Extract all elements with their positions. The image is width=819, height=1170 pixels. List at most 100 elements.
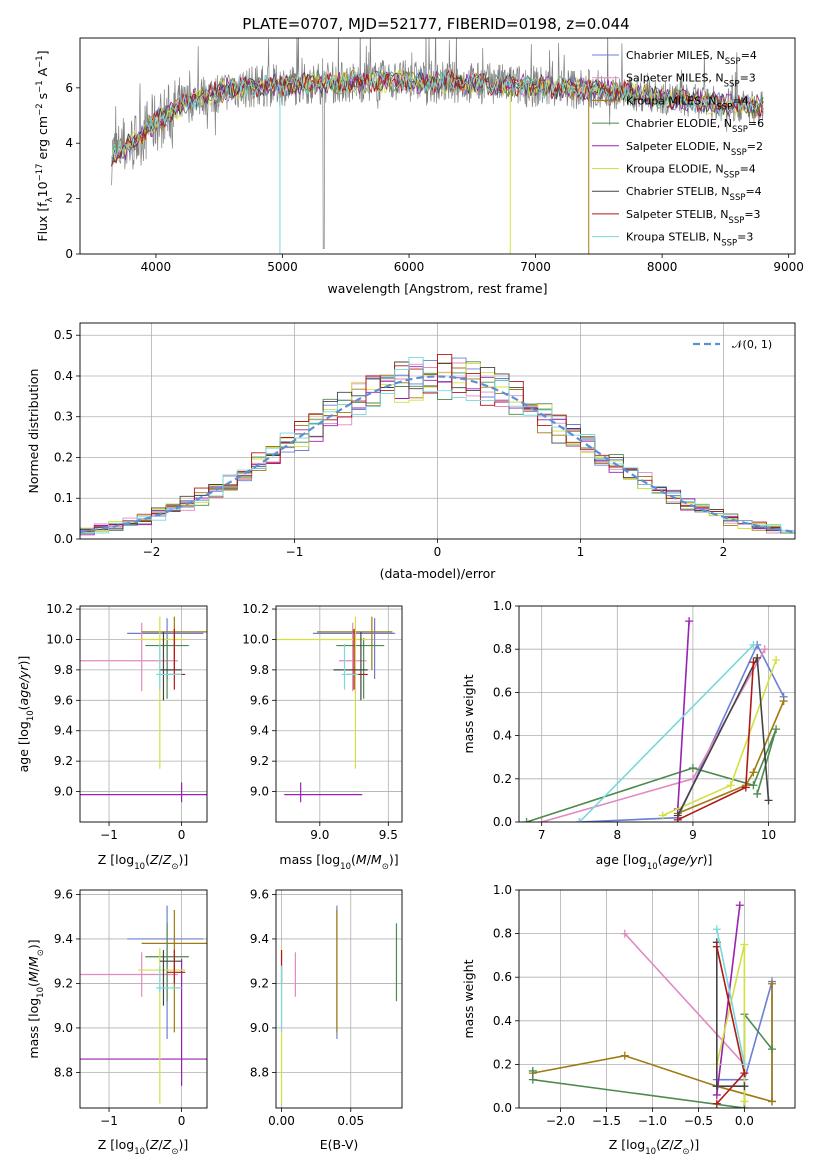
- x-tick-label: −1.0: [638, 1114, 667, 1128]
- x-axis-label: wavelength [Angstrom, rest frame]: [327, 281, 547, 296]
- figure-title: PLATE=0707, MJD=52177, FIBERID=0198, z=0…: [242, 15, 629, 33]
- series-salpeter-stelib: [673, 658, 758, 822]
- series-line: [716, 929, 746, 1065]
- y-tick-label: 0.4: [54, 369, 73, 383]
- data-point: [726, 781, 735, 790]
- y-tick-label: 1.0: [493, 883, 512, 897]
- data-point: [740, 1097, 749, 1106]
- y-tick-label: 9.6: [250, 887, 269, 901]
- x-axis-label: age [log10(age/yr)]: [596, 852, 713, 872]
- axes-frame: [79, 322, 796, 540]
- y-tick-label: 0.4: [493, 1014, 512, 1028]
- y-tick-label: 9.0: [54, 785, 73, 799]
- data-point: [772, 656, 781, 664]
- y-tick-label: 0: [65, 247, 73, 261]
- data-point: [528, 1066, 537, 1075]
- legend-label: Salpeter STELIB, NSSP=3: [626, 208, 761, 226]
- y-axis-label: Normed distribution: [26, 369, 41, 494]
- data-point: [740, 1060, 749, 1069]
- y-tick-label: 9.8: [250, 663, 269, 677]
- series-kroupa-miles: [673, 697, 788, 818]
- data-point: [768, 979, 776, 988]
- series-salpeter-stelib: [712, 942, 749, 1108]
- y-tick-label: 10.2: [242, 602, 269, 616]
- y-tick-label: 0.2: [493, 772, 512, 786]
- axes-frame: [518, 889, 796, 1109]
- data-point: [673, 815, 682, 822]
- data-point: [749, 781, 758, 790]
- y-tick-label: 0.8: [493, 642, 512, 656]
- y-tick-label: 8.8: [54, 1065, 73, 1079]
- x-axis-label: Z [log10(Z/Z⊙)]: [609, 1137, 699, 1157]
- data-point: [740, 940, 749, 949]
- data-point: [528, 1075, 537, 1084]
- x-tick-label: −1: [100, 828, 118, 842]
- y-tick-label: 0.8: [493, 927, 512, 941]
- x-tick-label: 6000: [394, 260, 425, 274]
- x-tick-label: 9000: [773, 260, 804, 274]
- chart-age-vs-mass: 9.0 9.5 9.0 9.2 9.4 9.6 9.8 10.0 10.2 mass [log10…: [242, 602, 403, 872]
- errorbar-chabrier-elodie: [145, 637, 189, 699]
- data-point: [749, 658, 758, 667]
- errorbar-kroupa-miles: [317, 616, 393, 670]
- x-tick-label: 2: [720, 545, 728, 559]
- y-tick-label: 9.2: [54, 976, 73, 990]
- y-tick-label: 4: [65, 136, 73, 150]
- data-point: [575, 818, 584, 822]
- y-tick-label: 1.0: [493, 599, 512, 613]
- x-tick-label: −1: [100, 1114, 118, 1128]
- y-tick-label: 0.2: [493, 1057, 512, 1071]
- legend-label: Salpeter MILES, NSSP=3: [626, 72, 756, 90]
- y-tick-label: 10.0: [242, 632, 269, 646]
- y-tick-label: 2: [65, 192, 73, 206]
- plot-area: [80, 616, 207, 803]
- errorbar-salpeter-miles: [80, 622, 178, 692]
- x-tick-label: 0: [178, 828, 186, 842]
- y-tick-label: 9.0: [250, 1021, 269, 1035]
- errorbar-chabrier-miles: [127, 905, 204, 1040]
- x-tick-label: −1: [286, 545, 304, 559]
- data-point: [749, 640, 758, 649]
- legend-label: Chabrier ELODIE, NSSP=6: [626, 117, 764, 135]
- y-tick-label: 9.4: [250, 724, 269, 738]
- errorbar-kroupa-elodie: [138, 616, 186, 769]
- y-axis-label: Flux [fλ10−17 erg cm−2 s−1 A−1]: [35, 50, 55, 241]
- y-tick-label: 0.4: [493, 729, 512, 743]
- x-tick-label: 9.5: [379, 828, 398, 842]
- y-tick-label: 9.6: [54, 693, 73, 707]
- plot-area: [80, 905, 207, 1104]
- chart-spectrum: 4000 5000 6000 7000 8000 9000 0 2 4 6 Chabrier MIL…: [35, 37, 804, 296]
- plot-area: [276, 616, 396, 803]
- data-point: [712, 925, 721, 934]
- data-point: [522, 818, 531, 822]
- data-point: [712, 1099, 721, 1108]
- series-line: [578, 644, 754, 822]
- errorbar-salpeter-elodie: [80, 958, 207, 1086]
- y-tick-label: 10.0: [46, 632, 73, 646]
- gaussian-legend-label: 𝒩(0, 1): [732, 338, 772, 351]
- y-tick-label: 6: [65, 81, 73, 95]
- axes-frame: [518, 605, 796, 823]
- y-tick-label: 9.2: [250, 754, 269, 768]
- chart-mass-vs-Z: −1 0 8.8 9.0 9.2 9.4 9.6 Z [log10(Z/Z⊙)] mass [l…: [26, 887, 208, 1157]
- data-point: [749, 768, 758, 777]
- model-spectrum-kroupa-stelib: [111, 69, 764, 164]
- data-point: [620, 929, 629, 938]
- x-axis-label: mass [log10(M/M⊙)]: [279, 852, 398, 872]
- errorbar-chabrier-elodie: [336, 637, 385, 699]
- errorbar-salpeter-stelib: [167, 950, 186, 984]
- y-tick-label: 10.2: [46, 602, 73, 616]
- x-tick-label: 7000: [520, 260, 551, 274]
- errorbar-salpeter-elodie: [284, 782, 363, 803]
- series-kroupa-stelib: [575, 640, 758, 822]
- errorbar-salpeter-miles: [80, 952, 178, 997]
- series-line: [677, 700, 785, 815]
- errorbar-kroupa-stelib: [156, 965, 182, 993]
- y-tick-label: 0.6: [493, 685, 512, 699]
- series-line: [677, 654, 770, 816]
- errorbar-salpeter-miles: [339, 622, 367, 692]
- x-tick-label: −2: [143, 545, 161, 559]
- y-tick-label: 9.8: [54, 663, 73, 677]
- series-line: [579, 643, 785, 822]
- legend-label: Salpeter ELODIE, NSSP=2: [626, 140, 763, 158]
